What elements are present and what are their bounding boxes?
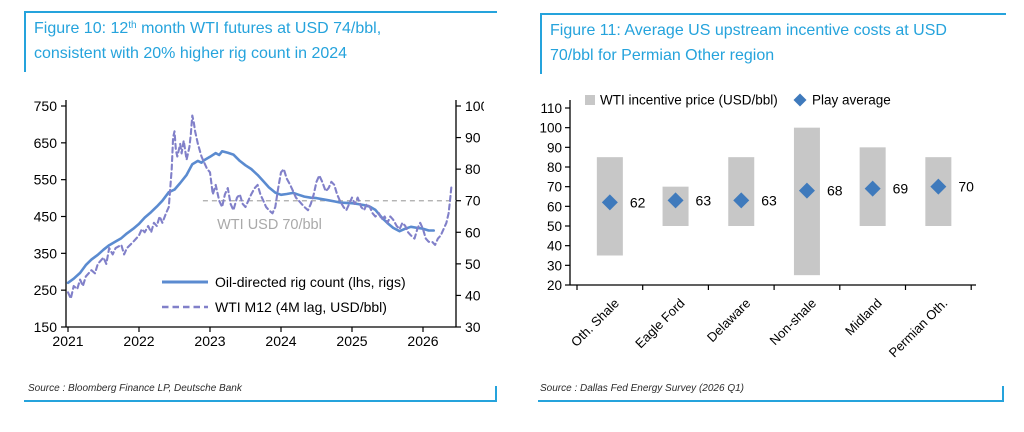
category-label: Delaware [704, 296, 753, 345]
y-axis-tick-label: 30 [547, 258, 562, 273]
figure-10-top-rule [24, 11, 497, 13]
category-label: Oth. Shale [568, 296, 622, 350]
superscript-th: th [128, 20, 137, 31]
figure-11-panel: Figure 11: Average US upstream incentive… [524, 0, 1024, 432]
rig-count-line [66, 149, 436, 285]
play-average-value-label: 69 [893, 181, 909, 197]
y-axis-tick-label: 60 [547, 199, 562, 214]
x-axis-tick-label: 2026 [407, 333, 438, 349]
left-axis-tick-label: 150 [34, 319, 58, 335]
legend-diamond-label: Play average [812, 93, 891, 108]
figure-10-title: Figure 10: 12th month WTI futures at USD… [34, 17, 500, 65]
incentive-range-bar [728, 157, 755, 226]
y-axis-tick-label: 100 [539, 121, 562, 136]
category-label: Midland [842, 296, 885, 339]
play-average-value-label: 70 [958, 179, 974, 195]
category-label: Non-shale [767, 296, 820, 349]
right-axis-tick-label: 60 [465, 224, 481, 240]
play-average-diamond [733, 192, 750, 209]
legend-label: WTI M12 (4M lag, USD/bbl) [215, 299, 387, 315]
x-axis-tick-label: 2024 [265, 333, 296, 349]
figure-10-source: Source : Bloomberg Finance LP, Deutsche … [28, 383, 242, 394]
figure-11-title-rule [540, 13, 542, 74]
legend-diamond-icon [793, 93, 807, 107]
left-axis-tick-label: 650 [34, 135, 58, 151]
left-axis-tick-label: 450 [34, 209, 58, 225]
left-axis-tick-label: 750 [34, 98, 58, 114]
figure-11-top-rule [540, 13, 1006, 15]
left-axis-tick-label: 350 [34, 245, 58, 261]
wti-m12-line [66, 114, 453, 300]
right-axis-tick-label: 80 [465, 161, 481, 177]
y-axis-tick-label: 70 [547, 180, 562, 195]
figure-11-title-line1: Figure 11: Average US upstream incentive… [550, 22, 947, 39]
play-average-value-label: 62 [630, 194, 646, 210]
play-average-diamond [930, 178, 947, 195]
play-average-value-label: 63 [761, 192, 777, 208]
y-axis-tick-label: 40 [547, 239, 562, 254]
x-axis-tick-label: 2022 [123, 333, 154, 349]
legend-label: Oil-directed rig count (lhs, rigs) [215, 274, 406, 290]
incentive-range-bar [793, 127, 820, 276]
x-axis-tick-label: 2023 [194, 333, 225, 349]
category-label: Eagle Ford [632, 296, 688, 352]
legend-bar-label: WTI incentive price (USD/bbl) [600, 93, 778, 108]
x-axis-tick-label: 2021 [52, 333, 83, 349]
figure-10-corner-tick [495, 386, 497, 402]
figure-10-chart: 750 650 550 450 350 250 150 100 90 80 70 60 50 40 30 20… [34, 98, 484, 349]
figure-10-panel: Figure 10: 12th month WTI futures at USD… [10, 0, 512, 432]
right-axis-tick-label: 90 [465, 130, 481, 146]
figure-10-title-rule [24, 11, 26, 72]
play-average-diamond [601, 194, 618, 211]
reference-line-label: WTI USD 70/bbl [217, 217, 322, 233]
figure-11-chart: WTI incentive price (USD/bbl) Play averag… [539, 93, 976, 361]
y-axis-tick-label: 20 [547, 278, 562, 293]
figure-10-bottom-rule [24, 400, 497, 402]
legend-bar-swatch [585, 95, 595, 105]
left-axis-tick-label: 250 [34, 282, 58, 298]
y-axis-tick-label: 50 [547, 219, 562, 234]
figure-11-corner-tick [1002, 386, 1004, 402]
category-label: Permian Oth. [886, 296, 951, 361]
left-axis-tick-label: 550 [34, 172, 58, 188]
play-average-diamond [798, 182, 815, 199]
y-axis-tick-label: 90 [547, 140, 562, 155]
figure-11-bottom-rule [538, 400, 1004, 402]
y-axis-tick-label: 80 [547, 160, 562, 175]
play-average-diamond [864, 180, 881, 197]
figure-10-title-line1: Figure 10: 12th month WTI futures at USD… [34, 20, 382, 37]
play-average-diamond [667, 192, 684, 209]
play-average-value-label: 68 [827, 183, 843, 199]
x-axis-tick-label: 2025 [336, 333, 367, 349]
right-axis-tick-label: 100 [465, 98, 484, 114]
right-axis-tick-label: 50 [465, 256, 481, 272]
right-axis-tick-label: 70 [465, 193, 481, 209]
figure-10-title-line2: consistent with 20% higher rig count in … [34, 45, 348, 62]
figure-11-source: Source : Dallas Fed Energy Survey (2026 … [540, 383, 744, 394]
figure-11-title-line2: 70/bbl for Permian Other region [550, 47, 775, 64]
play-average-value-label: 63 [696, 192, 712, 208]
right-axis-tick-label: 30 [465, 319, 481, 335]
figure-11-title: Figure 11: Average US upstream incentive… [550, 19, 1012, 67]
right-axis-tick-label: 40 [465, 287, 481, 303]
y-axis-tick-label: 110 [540, 101, 562, 116]
